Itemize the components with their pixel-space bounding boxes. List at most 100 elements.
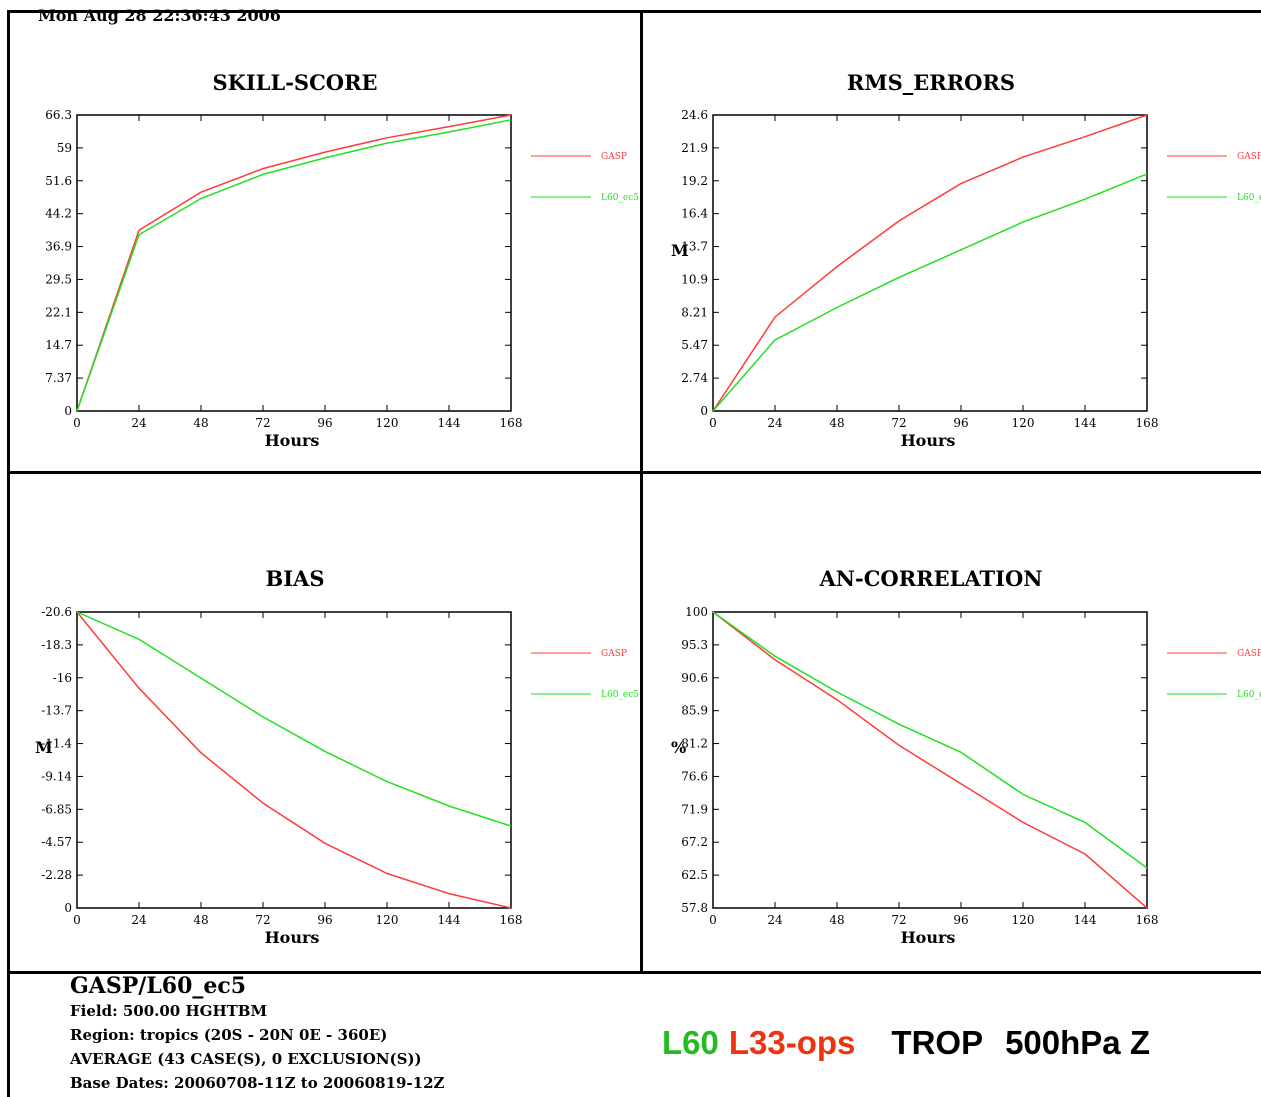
footer-title: GASP/L60_ec5 (70, 973, 247, 999)
ancorr-plot-frame (712, 611, 1148, 909)
bias-xtick-label: 96 (317, 913, 332, 927)
bias-xtick-label: 24 (131, 913, 147, 927)
footer-field: Field: 500.00 HGHTBM (70, 1002, 268, 1020)
bias-ytick-label: 0 (64, 901, 72, 915)
rms-xlabel: Hours (901, 431, 956, 450)
ancorr-xlabel: Hours (901, 928, 956, 947)
an-correlation-chart: AN-CORRELATION 57.8 62.5 67.2 71.9 76.6 81.2 85… (671, 566, 1261, 947)
rms-ytick-label: 21.9 (681, 141, 708, 155)
experiment-stamp: L60 L33-ops TROP 500hPa Z (662, 1024, 1160, 1062)
stamp-z: 500hPa Z (1005, 1024, 1150, 1061)
stamp-l60: L60 (662, 1024, 719, 1061)
skill-xtick-label: 144 (438, 416, 461, 430)
bias-chart: BIAS 0 -2.28 -4.57 -6.85 -9.14 -11.4 -13.7 -16 -1… (35, 566, 639, 947)
bias-ytick-label: -2.28 (41, 868, 72, 882)
rms-xtick-label: 72 (891, 416, 906, 430)
frame-top (7, 10, 1261, 13)
rms-legend-label: L60_ec5 (1237, 193, 1261, 203)
ancorr-ytick-label: 100 (685, 605, 708, 619)
rms-plot-frame (712, 114, 1148, 412)
bias-title: BIAS (265, 566, 324, 591)
skill-ytick-label: 51.6 (45, 174, 72, 188)
skill-ytick-label: 7.37 (45, 371, 72, 385)
footer-average: AVERAGE (43 CASE(S), 0 EXCLUSION(S)) (70, 1050, 422, 1068)
ancorr-xtick-label: 24 (767, 913, 783, 927)
skill-ytick-label: 44.2 (45, 207, 72, 221)
skill-xtick-label: 0 (73, 416, 81, 430)
ancorr-xtick-label: 96 (953, 913, 968, 927)
skill-legend-label: L60_ec5 (601, 193, 639, 203)
skill-ytick-label: 59 (57, 141, 72, 155)
ancorr-xtick-label: 120 (1012, 913, 1035, 927)
skill-series-gasp (76, 114, 512, 412)
ancorr-series-l60-ec5 (712, 611, 1148, 869)
ancorr-ytick-label: 71.9 (681, 802, 708, 816)
footer-base-dates: Base Dates: 20060708-11Z to 20060819-12Z (70, 1074, 445, 1092)
skill-xtick-label: 96 (317, 416, 332, 430)
skill-xlabel: Hours (265, 431, 320, 450)
rms-xtick-label: 0 (709, 416, 717, 430)
bias-xtick-label: 168 (500, 913, 523, 927)
bias-ytick-label: -13.7 (41, 704, 72, 718)
rms-errors-chart: RMS_ERRORS 0 2.74 5.47 8.21 10.9 13.7 16.4 19.2 2… (671, 70, 1261, 450)
ancorr-xtick-label: 0 (709, 913, 717, 927)
ancorr-ytick-label: 81.2 (681, 737, 708, 751)
rms-ytick-label: 10.9 (681, 272, 708, 286)
bias-ytick-label: -20.6 (41, 605, 72, 619)
skill-xtick-label: 72 (255, 416, 270, 430)
rms-series-gasp (712, 114, 1148, 412)
skill-series-l60-ec5 (76, 119, 512, 412)
ancorr-ytick-label: 95.3 (681, 638, 708, 652)
frame-left (7, 10, 10, 1097)
rms-title: RMS_ERRORS (847, 70, 1015, 95)
ancorr-legend-label: GASP (1237, 649, 1261, 659)
skill-legend-label: GASP (601, 152, 627, 162)
rms-xtick-label: 48 (829, 416, 844, 430)
skill-ytick-label: 36.9 (45, 240, 72, 254)
ancorr-ytick-label: 67.2 (681, 835, 708, 849)
stamp-trop: TROP (891, 1024, 984, 1061)
footer-region: Region: tropics (20S - 20N 0E - 360E) (70, 1026, 388, 1044)
skill-ytick-label: 14.7 (45, 338, 72, 352)
bias-xtick-label: 120 (376, 913, 399, 927)
ancorr-ytick-label: 85.9 (681, 704, 708, 718)
bias-ytick-label: -18.3 (41, 638, 72, 652)
skill-xtick-label: 120 (376, 416, 399, 430)
skill-plot-frame (76, 114, 512, 412)
ancorr-xtick-label: 144 (1074, 913, 1097, 927)
ancorr-title: AN-CORRELATION (819, 566, 1043, 591)
skill-ytick-label: 22.1 (45, 305, 72, 319)
rms-ytick-label: 5.47 (681, 338, 708, 352)
ancorr-legend-label: L60_ec5 (1237, 690, 1261, 700)
frame-divider-bottom (7, 971, 1261, 974)
bias-xtick-label: 144 (438, 913, 461, 927)
bias-ytick-label: -9.14 (41, 769, 72, 783)
rms-ytick-label: 0 (700, 404, 708, 418)
rms-legend-label: GASP (1237, 152, 1261, 162)
bias-ylabel: M (35, 738, 53, 757)
skill-ytick-label: 29.5 (45, 272, 72, 286)
skill-xtick-label: 48 (193, 416, 208, 430)
rms-series-l60-ec5 (712, 173, 1148, 412)
ancorr-ylabel: % (671, 738, 686, 757)
rms-ytick-label: 8.21 (681, 305, 708, 319)
ancorr-xtick-label: 72 (891, 913, 906, 927)
frame-divider-vertical (640, 10, 643, 972)
rms-xtick-label: 24 (767, 416, 783, 430)
bias-series-gasp (76, 611, 512, 909)
skill-ytick-label: 0 (64, 404, 72, 418)
bias-xtick-label: 0 (73, 913, 81, 927)
bias-plot-frame (76, 611, 512, 909)
bias-xtick-label: 72 (255, 913, 270, 927)
ancorr-ytick-label: 62.5 (681, 868, 708, 882)
rms-ytick-label: 2.74 (681, 371, 708, 385)
skill-xtick-label: 168 (500, 416, 523, 430)
bias-series-l60-ec5 (76, 611, 512, 827)
bias-ytick-label: -11.4 (41, 737, 72, 751)
rms-xtick-label: 144 (1074, 416, 1097, 430)
ancorr-xtick-label: 48 (829, 913, 844, 927)
skill-score-chart: SKILL-SCORE 0 7.37 14.7 22.1 29.5 36.9 44.2 51.6… (45, 70, 639, 450)
stamp-l33: L33-ops (728, 1024, 856, 1061)
ancorr-ytick-label: 76.6 (681, 769, 708, 783)
rms-ytick-label: 13.7 (681, 240, 708, 254)
